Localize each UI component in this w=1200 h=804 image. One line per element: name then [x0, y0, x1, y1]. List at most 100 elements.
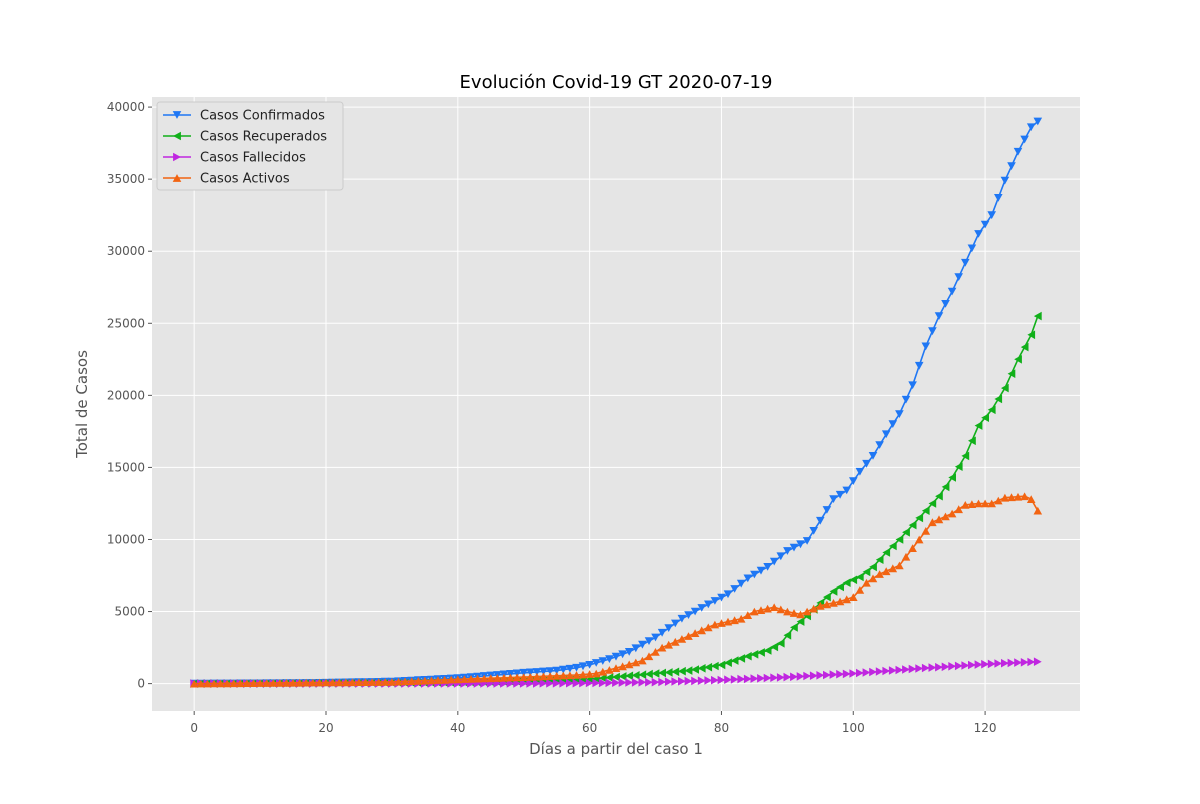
legend-marker — [172, 174, 182, 182]
data-point — [888, 420, 898, 428]
data-point — [677, 614, 687, 623]
data-point — [361, 678, 370, 686]
data-point — [651, 677, 660, 687]
data-point — [770, 673, 779, 682]
data-point — [255, 679, 265, 687]
data-point — [651, 669, 660, 678]
data-point — [769, 557, 779, 566]
x-tick-label: 40 — [450, 721, 465, 735]
legend-label: Casos Confirmados — [200, 109, 325, 124]
data-point — [644, 652, 654, 661]
data-point — [559, 671, 568, 680]
y-tick-label: 25000 — [107, 316, 145, 330]
data-point — [869, 667, 877, 677]
data-point — [763, 673, 772, 683]
data-point — [216, 679, 225, 688]
data-point — [585, 661, 594, 669]
data-point — [763, 646, 772, 655]
data-point — [915, 513, 924, 523]
data-point — [954, 505, 963, 514]
data-point — [684, 632, 693, 640]
data-point — [565, 671, 575, 680]
data-point — [677, 635, 687, 643]
data-point — [631, 671, 640, 680]
data-point — [961, 258, 970, 267]
data-point — [1001, 383, 1009, 393]
data-point — [750, 607, 759, 616]
data-point — [605, 678, 614, 688]
data-point — [816, 516, 825, 525]
data-point — [519, 668, 528, 677]
data-point — [658, 677, 666, 687]
data-point — [473, 674, 482, 683]
data-point — [1013, 492, 1023, 501]
data-point — [757, 674, 765, 683]
data-point — [737, 674, 746, 684]
data-point — [935, 662, 943, 672]
data-point — [1027, 330, 1036, 340]
data-point — [750, 570, 759, 579]
data-point — [684, 666, 693, 675]
data-point — [829, 599, 838, 607]
data-point — [823, 670, 831, 680]
data-point — [1033, 311, 1042, 321]
data-point — [1007, 369, 1016, 378]
data-point — [697, 664, 706, 673]
data-point — [460, 675, 469, 683]
data-point — [835, 490, 845, 499]
data-point — [802, 607, 812, 616]
x-tick-label: 120 — [974, 721, 997, 735]
data-point — [486, 674, 496, 683]
y-tick-label: 35000 — [107, 172, 145, 186]
legend-items: Casos Confirmados Casos Recuperados Casos … — [163, 109, 327, 187]
data-point — [592, 678, 601, 688]
data-point — [526, 679, 535, 688]
data-point — [1000, 493, 1010, 502]
data-point — [519, 673, 528, 681]
data-point — [730, 656, 739, 665]
data-point — [836, 669, 844, 679]
data-point — [730, 616, 739, 625]
data-point — [908, 544, 917, 552]
data-point — [499, 673, 509, 682]
data-point — [914, 535, 924, 544]
data-point — [743, 651, 752, 661]
data-point — [591, 669, 601, 678]
data-point — [1020, 135, 1029, 144]
legend-entry-casos-recuperados: Casos Recuperados — [163, 130, 327, 145]
data-point — [856, 668, 864, 678]
data-point — [711, 661, 719, 671]
data-point — [968, 436, 976, 446]
data-point — [730, 585, 739, 593]
data-point — [466, 675, 476, 683]
data-point — [1026, 123, 1036, 132]
legend-marker — [173, 152, 181, 162]
data-point — [816, 601, 825, 610]
data-point — [717, 660, 726, 670]
data-point — [664, 668, 673, 677]
data-point — [578, 670, 588, 679]
data-point — [691, 676, 699, 686]
data-point — [802, 537, 812, 545]
data-point — [526, 673, 535, 681]
data-point — [1020, 492, 1029, 501]
tick-layer: 0 20 40 60 80 100 120 0 5000 10000 15000 20000 25000… — [107, 100, 997, 735]
data-point — [671, 677, 680, 686]
data-point — [908, 664, 917, 674]
x-tick-label: 60 — [582, 721, 597, 735]
data-point — [921, 506, 930, 515]
data-point — [914, 361, 924, 370]
data-point — [605, 666, 614, 674]
data-point — [1027, 657, 1036, 667]
data-point — [790, 623, 798, 632]
data-point — [723, 590, 733, 599]
data-point — [994, 496, 1003, 505]
data-point — [664, 624, 673, 632]
data-point — [552, 679, 561, 688]
data-point — [941, 512, 950, 521]
data-point — [776, 605, 786, 614]
data-point — [921, 342, 931, 351]
data-point — [1020, 342, 1029, 352]
data-point — [546, 679, 554, 688]
y-tick-label: 0 — [137, 677, 145, 691]
